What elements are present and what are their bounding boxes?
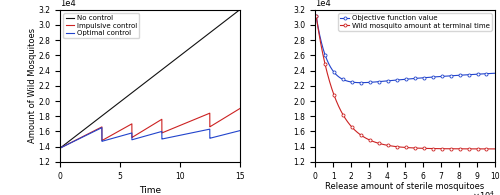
Text: $\times10^4$: $\times10^4$ bbox=[472, 189, 495, 195]
Legend: No control, Impulsive control, Optimal control: No control, Impulsive control, Optimal c… bbox=[64, 13, 139, 38]
X-axis label: Time: Time bbox=[139, 186, 161, 195]
Legend: Objective function value, Wild mosquito amount at terminal time: Objective function value, Wild mosquito … bbox=[338, 13, 492, 31]
Y-axis label: Amount of Wild Mosquitoes: Amount of Wild Mosquitoes bbox=[28, 28, 37, 143]
X-axis label: Release amount of sterile mosquitoes: Release amount of sterile mosquitoes bbox=[326, 182, 484, 191]
